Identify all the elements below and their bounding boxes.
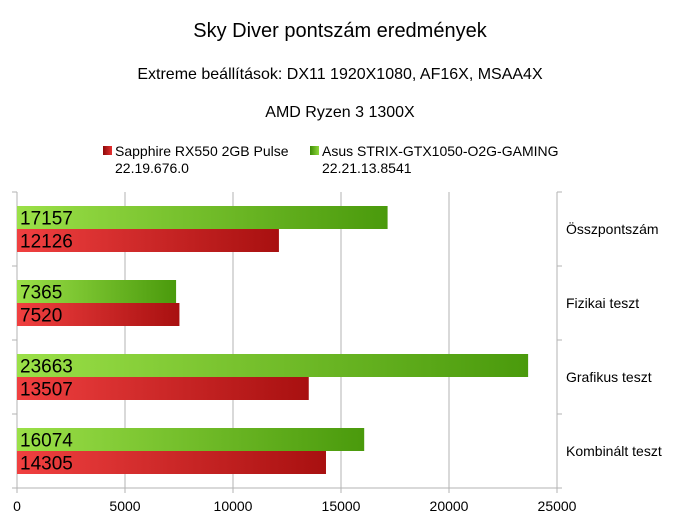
bar-asus [17, 354, 529, 377]
bar-asus [17, 280, 177, 303]
data-label-asus: 7365 [20, 283, 62, 304]
x-tick-label: 5000 [109, 498, 140, 514]
data-label-sapphire: 14305 [20, 454, 73, 475]
chart-subtitle-settings: Extreme beállítások: DX11 1920X1080, AF1… [137, 66, 543, 83]
data-label-sapphire: 7520 [20, 306, 62, 327]
bar-sapphire [17, 451, 326, 474]
x-tick-label: 25000 [538, 498, 577, 514]
x-tick-label: 0 [13, 498, 21, 514]
category-label: Kombinált teszt [566, 443, 662, 459]
bar-sapphire [17, 377, 309, 400]
data-label-sapphire: 12126 [20, 232, 73, 253]
category-label: Fizikai teszt [566, 295, 639, 311]
legend-label-sapphire: Sapphire RX550 2GB Pulse 22.19.676.0 [115, 143, 289, 176]
x-tick-label: 20000 [430, 498, 469, 514]
bars [17, 206, 529, 474]
bar-asus [17, 206, 388, 229]
chart-subtitle-cpu: AMD Ryzen 3 1300X [265, 104, 415, 121]
data-label-sapphire: 13507 [20, 380, 73, 401]
data-label-asus: 16074 [20, 431, 73, 452]
data-label-asus: 17157 [20, 209, 73, 230]
legend-swatch-asus [310, 146, 319, 155]
category-label: Összpontszám [566, 220, 659, 237]
legend-swatch-sapphire [103, 146, 112, 155]
category-label: Grafikus teszt [566, 369, 652, 385]
bar-asus [17, 428, 365, 451]
data-label-asus: 23663 [20, 357, 73, 378]
chart-title: Sky Diver pontszám eredmények [193, 20, 487, 42]
legend-label-asus: Asus STRIX-GTX1050-O2G-GAMING 22.21.13.8… [322, 143, 559, 176]
x-tick-label: 15000 [322, 498, 361, 514]
bar-sapphire [17, 229, 279, 252]
x-tick-label: 10000 [214, 498, 253, 514]
bar-sapphire [17, 303, 180, 326]
